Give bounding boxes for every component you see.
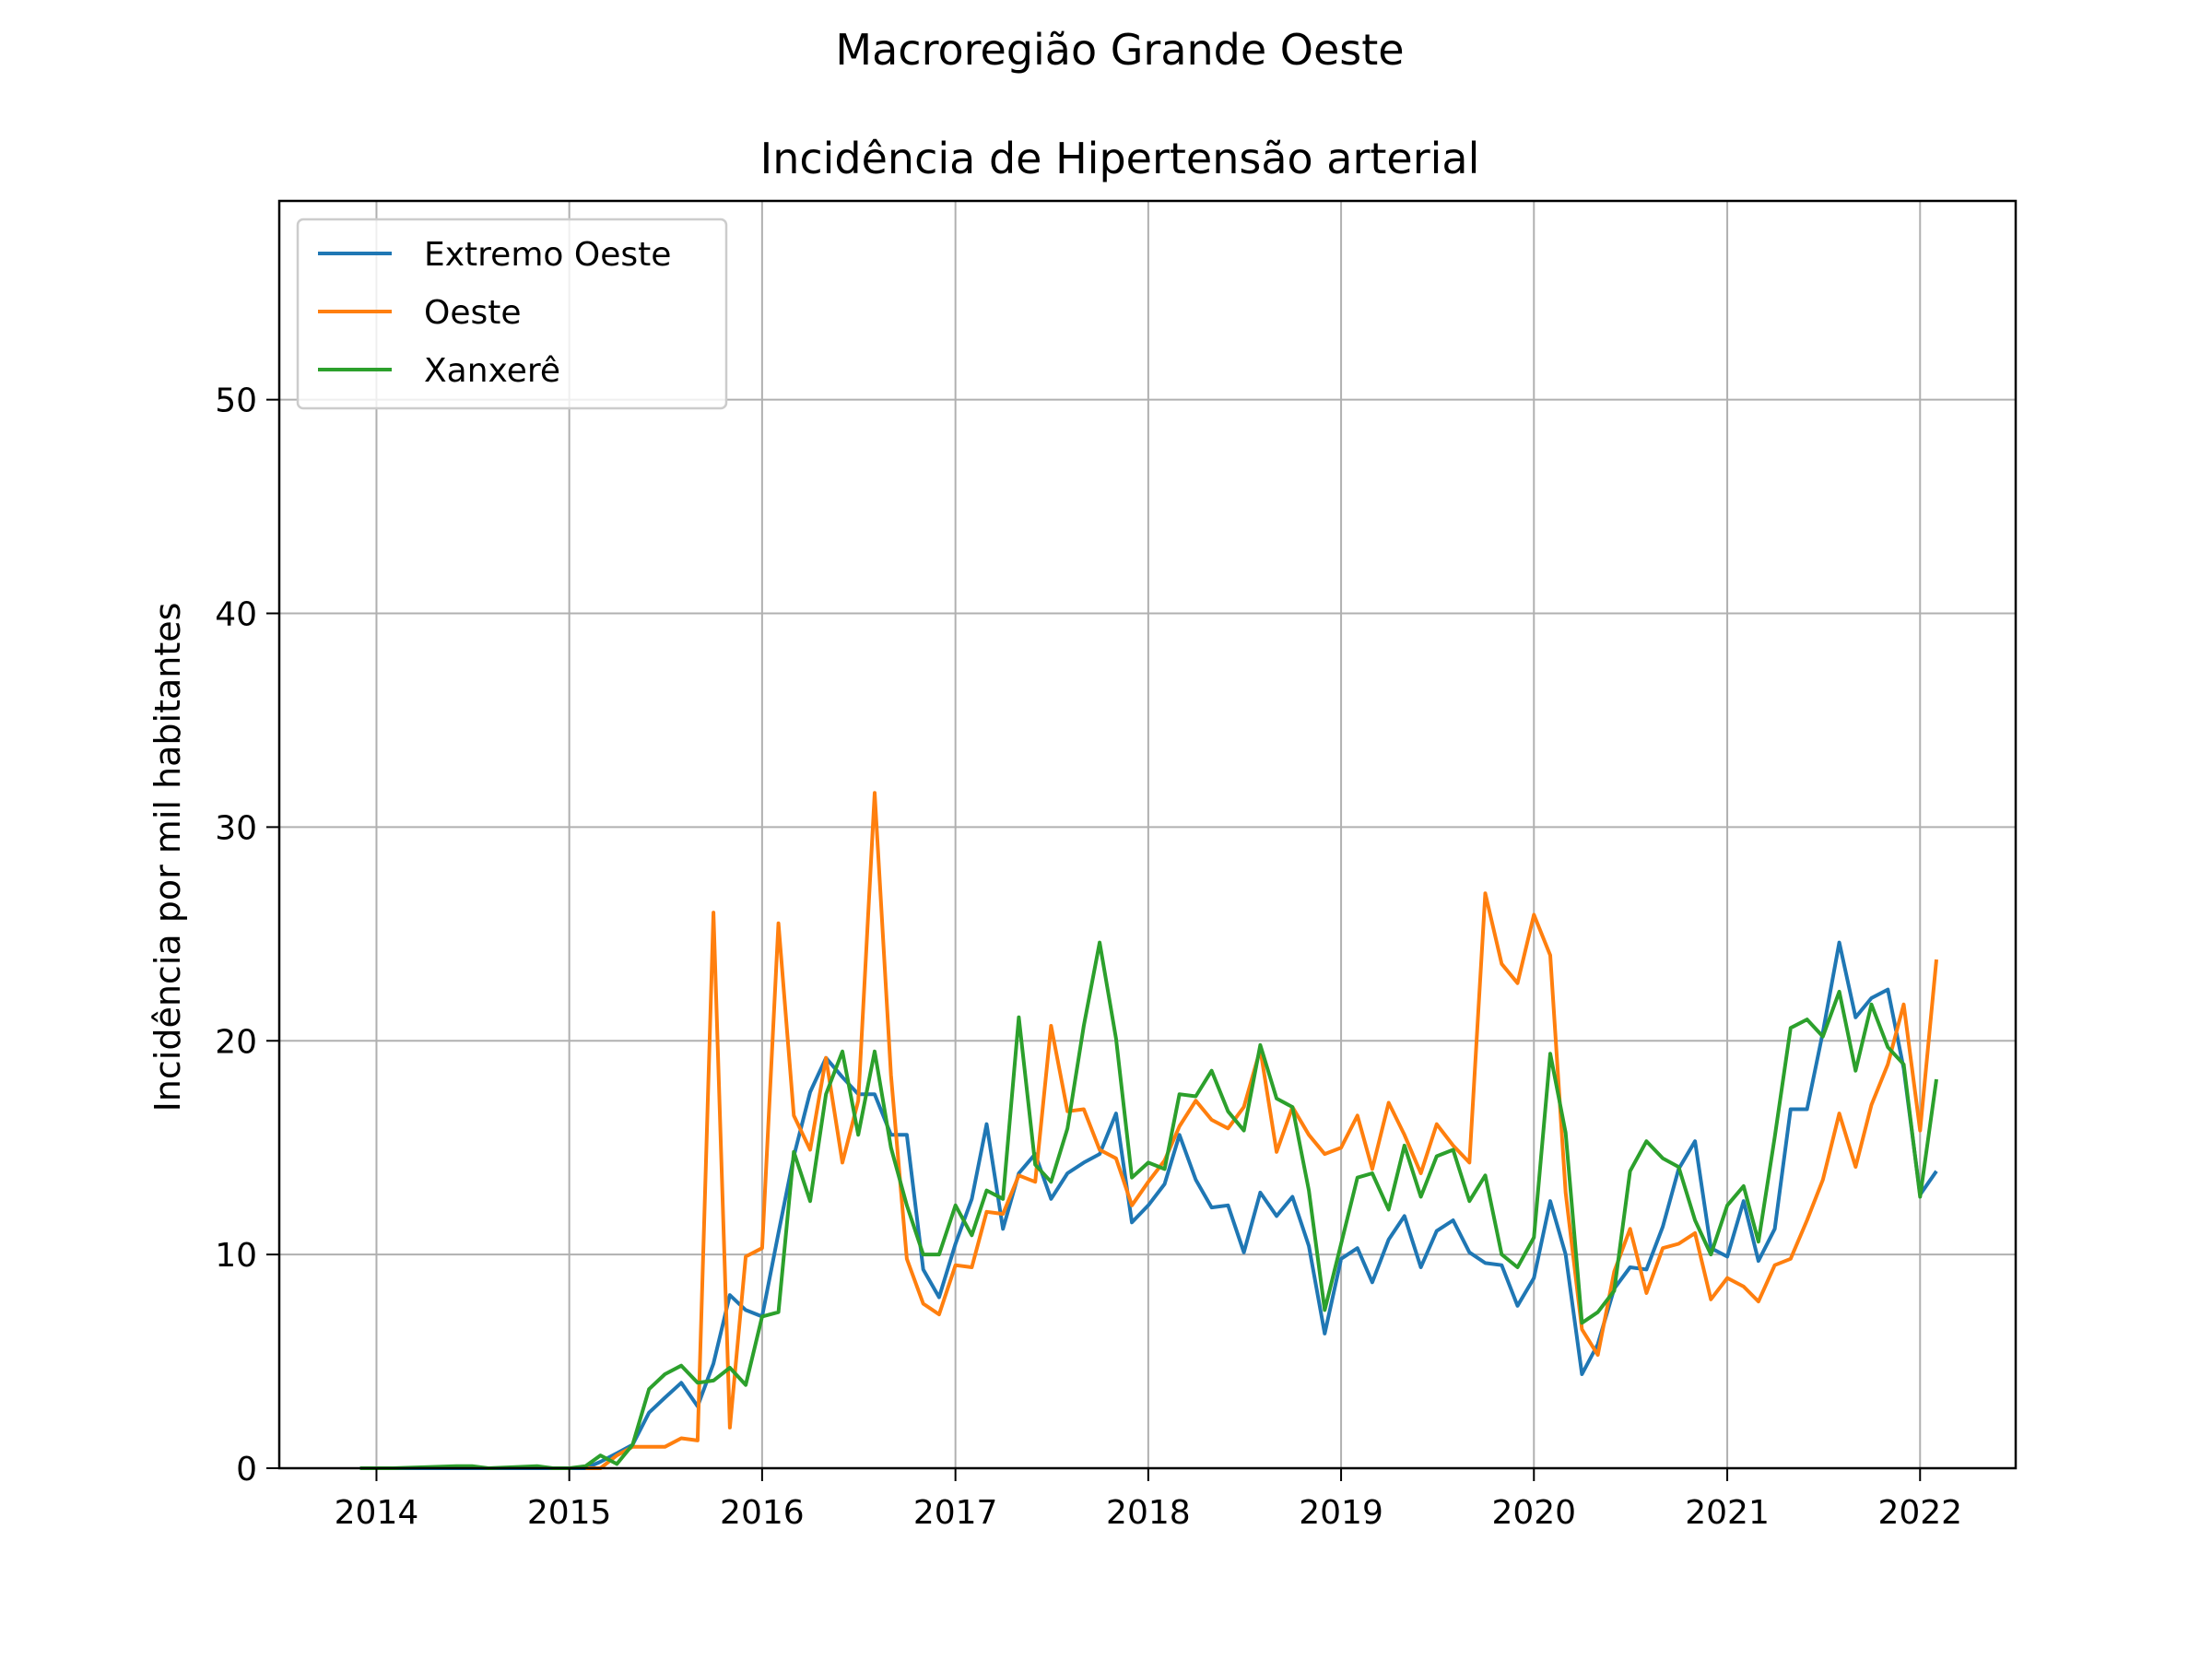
legend-box: [296, 218, 728, 410]
y-axis-label: Incidência por mil habitantes: [147, 603, 188, 1112]
legend: Extremo Oeste Oeste Xanxerê: [296, 218, 728, 410]
x-tick-label: 2022: [1877, 1494, 1962, 1532]
legend-label: Extremo Oeste: [424, 236, 671, 274]
grid-lines: [279, 201, 2016, 1469]
y-axis-ticks: 0 10 20 30 40 50: [215, 382, 279, 1488]
x-tick-label: 2020: [1491, 1494, 1576, 1532]
y-tick-label: 40: [215, 596, 257, 634]
y-tick-label: 30: [215, 809, 257, 847]
legend-label: Oeste: [424, 294, 522, 332]
legend-label: Xanxerê: [424, 352, 560, 390]
y-tick-label: 50: [215, 382, 257, 420]
chart-title: Incidência de Hipertensão arterial: [760, 134, 1480, 183]
y-tick-label: 20: [215, 1023, 257, 1061]
series-line-2: [585, 791, 1938, 1470]
x-tick-label: 2016: [720, 1494, 805, 1532]
chart-suptitle: Macroregião Grande Oeste: [835, 25, 1404, 75]
x-axis-ticks: 2014 2015 2016 2017 2018 2019 2020 2021 2022: [335, 1468, 1962, 1532]
x-tick-label: 2019: [1299, 1494, 1383, 1532]
series-lines: [359, 791, 1938, 1470]
x-tick-label: 2014: [335, 1494, 419, 1532]
y-tick-label: 0: [236, 1451, 257, 1488]
series-line-3: [359, 940, 1938, 1470]
x-tick-label: 2015: [527, 1494, 612, 1532]
series-line-1: [359, 940, 1938, 1470]
x-tick-label: 2017: [913, 1494, 998, 1532]
x-tick-label: 2018: [1106, 1494, 1191, 1532]
y-tick-label: 10: [215, 1237, 257, 1275]
x-tick-label: 2021: [1685, 1494, 1770, 1532]
